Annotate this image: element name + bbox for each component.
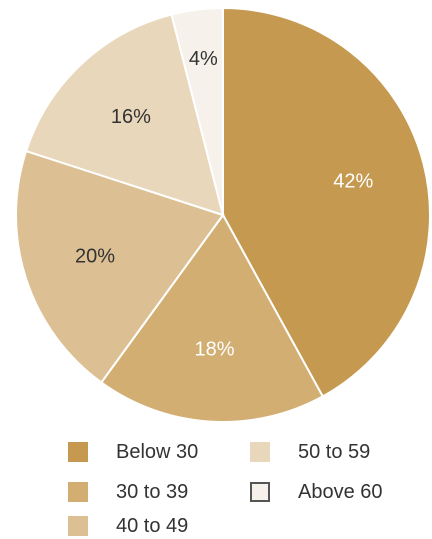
legend-item-50-to-59: 50 to 59 — [250, 440, 370, 464]
legend-swatch-30-to-39 — [68, 482, 88, 502]
pie-slice-below-30 — [222, 6, 431, 398]
legend-label-above-60: Above 60 — [298, 480, 383, 503]
pie-slice-30-to-39 — [99, 213, 325, 423]
legend-item-40-to-49: 40 to 49 — [68, 514, 188, 538]
slice-label-50-to-59: 16% — [111, 106, 151, 128]
legend-item-above-60: Above 60 — [250, 480, 383, 504]
legend-swatch-above-60 — [250, 482, 270, 502]
legend-label-below-30: Below 30 — [116, 440, 199, 463]
slice-label-40-to-49: 20% — [75, 246, 115, 268]
pie-slice-50-to-59 — [24, 13, 225, 217]
slice-label-30-to-39: 18% — [195, 338, 235, 360]
legend-label-30-to-39: 30 to 39 — [116, 480, 189, 503]
pie-chart: 42% 18% 20% 16% 4% — [15, 6, 431, 423]
slice-label-below-30: 42% — [333, 171, 373, 193]
pie-slice-above-60 — [170, 6, 224, 216]
legend-item-30-to-39: 30 to 39 — [68, 480, 188, 504]
legend-swatch-50-to-59 — [250, 442, 270, 462]
legend-label-50-to-59: 50 to 59 — [298, 440, 371, 463]
legend-swatch-40-to-49 — [68, 516, 88, 536]
legend-swatch-below-30 — [68, 442, 88, 462]
slice-label-above-60: 4% — [189, 48, 218, 70]
legend-label-40-to-49: 40 to 49 — [116, 514, 189, 537]
pie-slice-40-to-49 — [15, 149, 225, 384]
legend-item-below-30: Below 30 — [68, 440, 198, 464]
